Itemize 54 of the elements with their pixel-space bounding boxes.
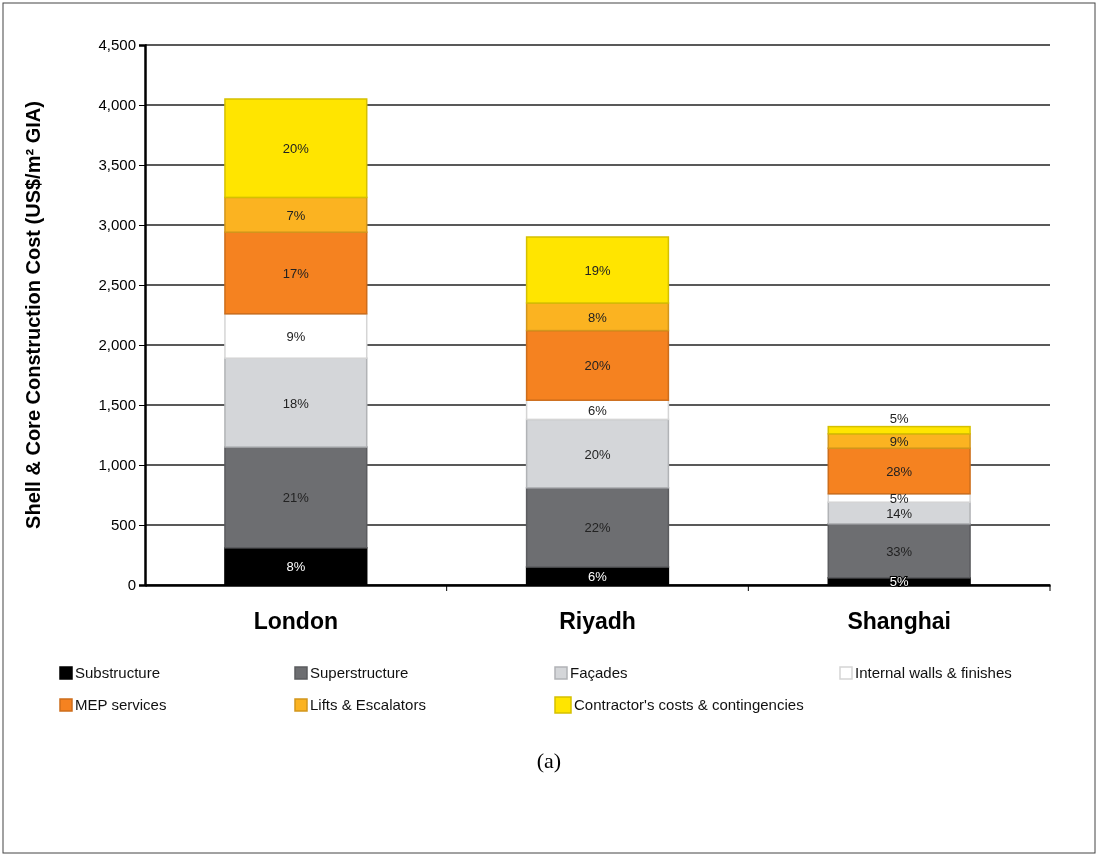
legend-label: Façades <box>570 664 628 681</box>
legend-label: Lifts & Escalators <box>310 696 426 713</box>
bar <box>525 329 670 401</box>
annotation: 8% <box>286 559 306 575</box>
legend-label: Superstructure <box>310 664 409 681</box>
annotation: 20% <box>584 446 611 462</box>
legend-label: Substructure <box>75 664 161 681</box>
bar <box>525 487 670 568</box>
legend-label: Contractor's costs & contingencies <box>574 696 804 713</box>
bar <box>827 447 971 495</box>
y-tick-label: 2,000 <box>98 336 136 354</box>
annotation: 9% <box>889 434 909 449</box>
annotation: 7% <box>286 207 306 223</box>
annotation: 5% <box>889 410 909 426</box>
bar <box>224 98 368 199</box>
x-tick-label: London <box>253 608 338 635</box>
y-tick-label: 4,500 <box>98 36 136 54</box>
y-tick-label: 0 <box>127 576 136 594</box>
y-tick-label: 3,000 <box>98 216 136 234</box>
y-tick-label: 1,500 <box>98 396 136 414</box>
bar <box>224 231 368 315</box>
bar <box>827 523 971 579</box>
y-tick-label: 500 <box>110 516 136 534</box>
x-tick-label: Shanghai <box>847 608 951 635</box>
annotation: 6% <box>588 569 608 584</box>
annotation: 18% <box>282 395 310 411</box>
bar <box>827 425 971 435</box>
y-axis-title: Shell & Core Construction Cost (US$/m² GIA) <box>22 101 44 529</box>
annotation: 20% <box>282 141 310 157</box>
annotation: 9% <box>286 329 306 344</box>
legend-label: Internal walls & finishes <box>855 664 1012 681</box>
y-tick-label: 4,000 <box>98 96 136 114</box>
annotation: 14% <box>886 506 913 521</box>
text: (a) <box>536 748 562 773</box>
annotation: 5% <box>889 574 909 590</box>
bar <box>224 446 368 549</box>
bar <box>525 302 670 332</box>
y-tick-label: 1,000 <box>98 456 136 474</box>
x-tick-label: Riyadh <box>559 608 636 635</box>
annotation: 8% <box>588 309 608 325</box>
annotation: 6% <box>588 402 608 418</box>
y-tick-label: 2,500 <box>98 276 136 294</box>
annotation: 5% <box>889 491 909 506</box>
annotation: 33% <box>886 543 913 559</box>
annotation: 28% <box>886 464 913 479</box>
y-tick-label: 3,500 <box>98 156 136 174</box>
bar <box>224 196 368 233</box>
annotation: 22% <box>584 520 611 536</box>
annotation: 20% <box>584 358 611 374</box>
legend-label: MEP services <box>75 696 167 713</box>
annotation: 19% <box>584 263 611 278</box>
bar <box>525 236 670 304</box>
annotation: 21% <box>282 490 310 506</box>
annotation: 17% <box>282 266 310 281</box>
